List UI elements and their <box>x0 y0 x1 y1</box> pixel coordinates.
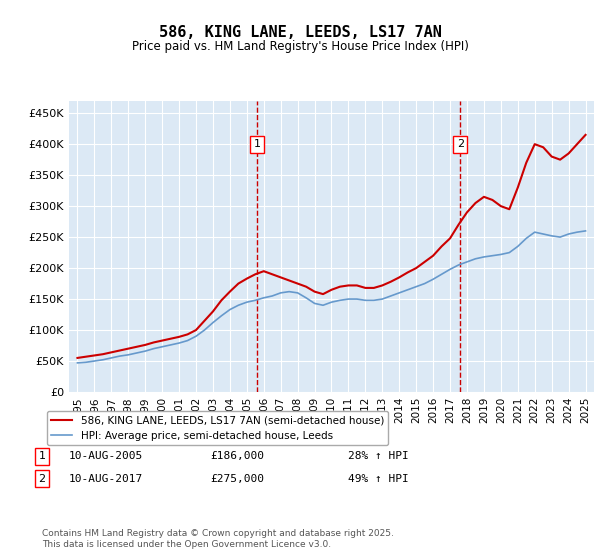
Legend: 586, KING LANE, LEEDS, LS17 7AN (semi-detached house), HPI: Average price, semi-: 586, KING LANE, LEEDS, LS17 7AN (semi-de… <box>47 411 388 445</box>
Text: 1: 1 <box>38 451 46 461</box>
Text: 10-AUG-2005: 10-AUG-2005 <box>69 451 143 461</box>
Text: 28% ↑ HPI: 28% ↑ HPI <box>348 451 409 461</box>
Text: Contains HM Land Registry data © Crown copyright and database right 2025.
This d: Contains HM Land Registry data © Crown c… <box>42 529 394 549</box>
Text: 586, KING LANE, LEEDS, LS17 7AN: 586, KING LANE, LEEDS, LS17 7AN <box>158 25 442 40</box>
Text: 2: 2 <box>457 139 464 150</box>
Text: 1: 1 <box>253 139 260 150</box>
Text: £275,000: £275,000 <box>210 474 264 484</box>
Text: 2: 2 <box>38 474 46 484</box>
Text: 49% ↑ HPI: 49% ↑ HPI <box>348 474 409 484</box>
Text: £186,000: £186,000 <box>210 451 264 461</box>
Text: Price paid vs. HM Land Registry's House Price Index (HPI): Price paid vs. HM Land Registry's House … <box>131 40 469 53</box>
Text: 10-AUG-2017: 10-AUG-2017 <box>69 474 143 484</box>
